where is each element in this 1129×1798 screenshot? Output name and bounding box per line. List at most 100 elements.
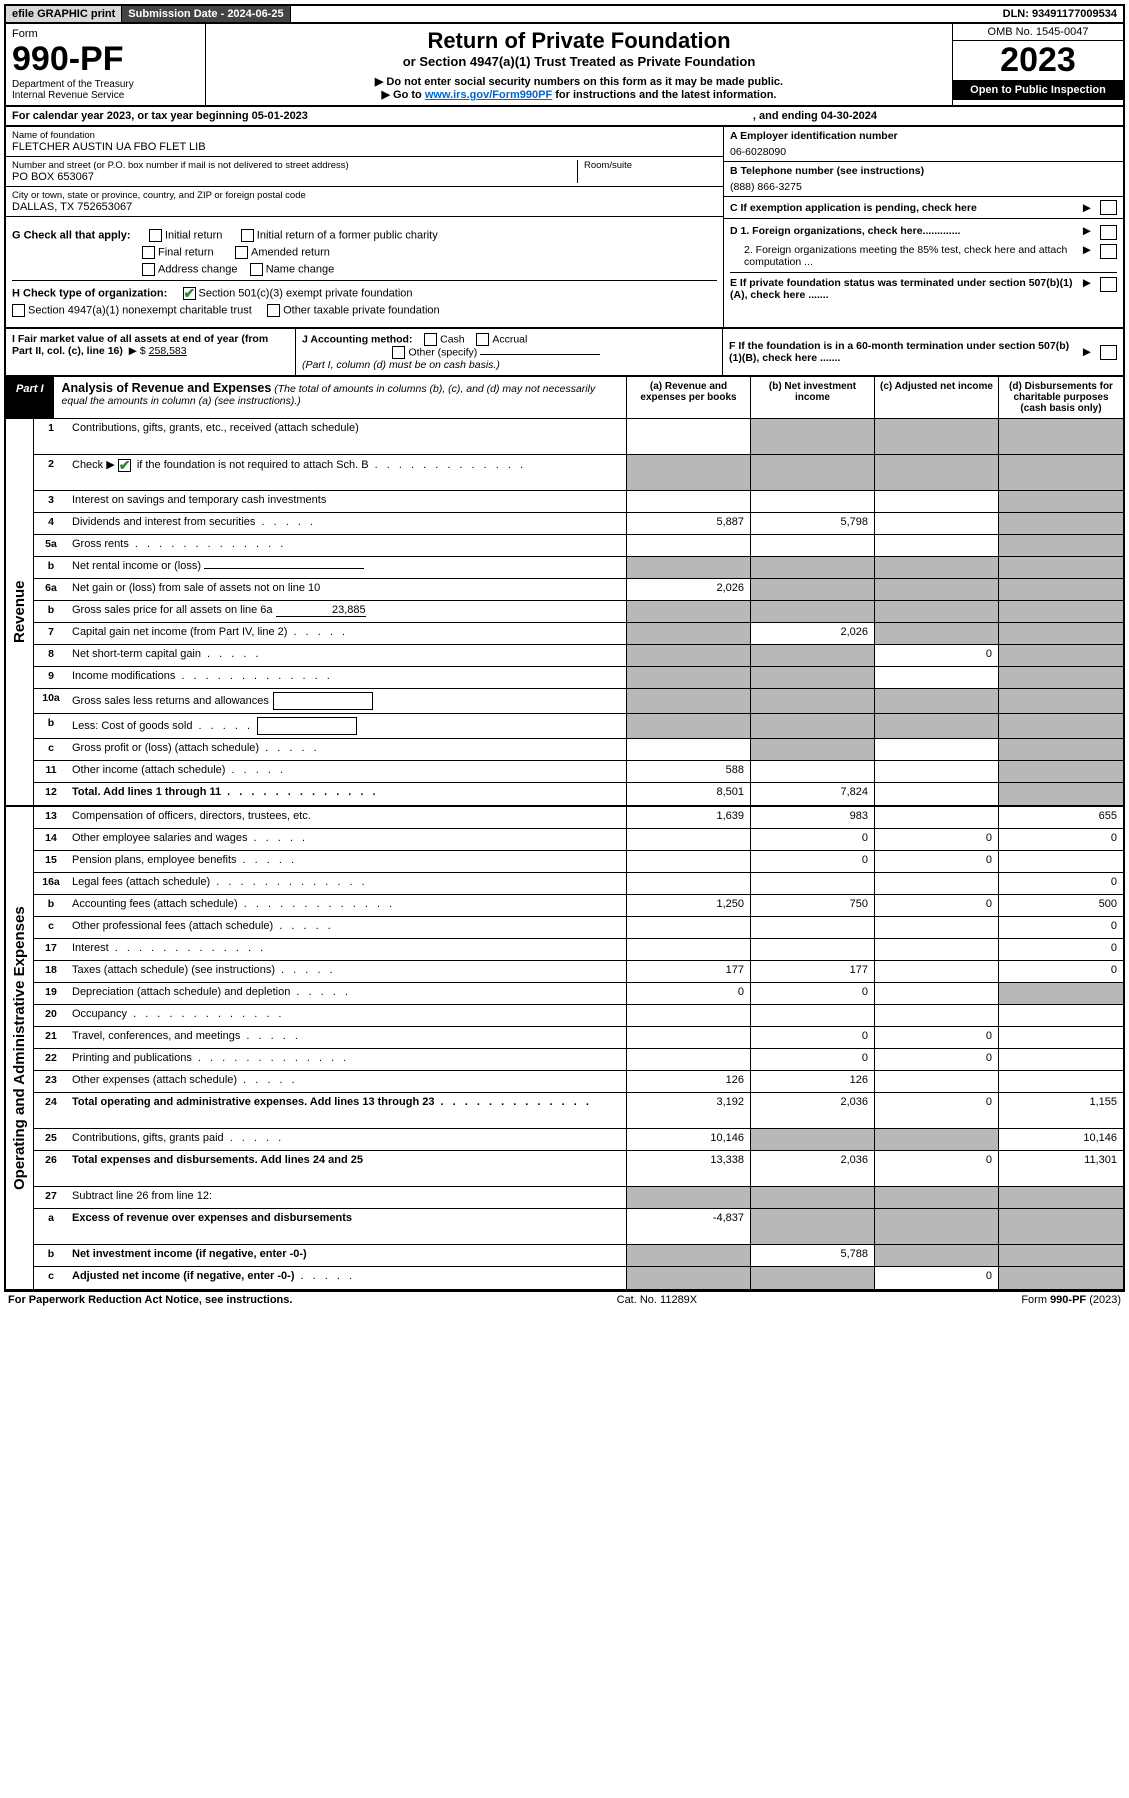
instructions-link[interactable]: www.irs.gov/Form990PF bbox=[425, 89, 552, 101]
warning-1: ▶ Do not enter social security numbers o… bbox=[210, 75, 948, 88]
g-label: G Check all that apply: bbox=[12, 229, 131, 241]
f-cell: F If the foundation is in a 60-month ter… bbox=[723, 329, 1123, 375]
warn2-post: for instructions and the latest informat… bbox=[552, 89, 776, 101]
initial-return-label: Initial return bbox=[165, 229, 222, 241]
dln-label: DLN: 93491177009534 bbox=[997, 6, 1123, 22]
j-cell: J Accounting method: Cash Accrual Other … bbox=[296, 329, 723, 375]
table-row: bLess: Cost of goods sold bbox=[34, 714, 1123, 739]
i-cell: I Fair market value of all assets at end… bbox=[6, 329, 296, 375]
telephone-cell: B Telephone number (see instructions) (8… bbox=[724, 162, 1123, 197]
table-row: 22Printing and publications00 bbox=[34, 1049, 1123, 1071]
accrual-checkbox[interactable] bbox=[476, 333, 489, 346]
cash-label: Cash bbox=[440, 333, 465, 345]
top-bar: efile GRAPHIC print Submission Date - 20… bbox=[4, 4, 1125, 24]
address-change-checkbox[interactable] bbox=[142, 263, 155, 276]
table-row: 8Net short-term capital gain0 bbox=[34, 645, 1123, 667]
arrow-icon: ▶ bbox=[129, 345, 137, 357]
cash-checkbox[interactable] bbox=[424, 333, 437, 346]
other-taxable-checkbox[interactable] bbox=[267, 304, 280, 317]
efile-label: efile GRAPHIC print bbox=[6, 6, 122, 22]
e-row: E If private foundation status was termi… bbox=[730, 272, 1117, 301]
amended-return-checkbox[interactable] bbox=[235, 246, 248, 259]
table-row: 7Capital gain net income (from Part IV, … bbox=[34, 623, 1123, 645]
telephone-label: B Telephone number (see instructions) bbox=[730, 165, 1117, 177]
table-row: 19Depreciation (attach schedule) and dep… bbox=[34, 983, 1123, 1005]
cal-end: , and ending 04-30-2024 bbox=[753, 110, 877, 122]
ein-label: A Employer identification number bbox=[730, 130, 1117, 142]
i-label: I Fair market value of all assets at end… bbox=[12, 333, 268, 357]
other-taxable-label: Other taxable private foundation bbox=[283, 304, 440, 316]
room-label: Room/suite bbox=[584, 160, 717, 171]
table-row: 27Subtract line 26 from line 12: bbox=[34, 1187, 1123, 1209]
table-row: 10aGross sales less returns and allowanc… bbox=[34, 689, 1123, 714]
arrow-icon: ▶ bbox=[1083, 244, 1091, 268]
other-specify-checkbox[interactable] bbox=[392, 346, 405, 359]
part1-header: Part I Analysis of Revenue and Expenses … bbox=[4, 375, 1125, 419]
initial-return-checkbox[interactable] bbox=[149, 229, 162, 242]
h-row: H Check type of organization: Section 50… bbox=[12, 280, 717, 300]
final-return-checkbox[interactable] bbox=[142, 246, 155, 259]
city-label: City or town, state or province, country… bbox=[12, 190, 717, 201]
table-row: 17Interest0 bbox=[34, 939, 1123, 961]
4947-label: Section 4947(a)(1) nonexempt charitable … bbox=[28, 304, 252, 316]
d1-row: D 1. Foreign organizations, check here..… bbox=[730, 225, 1117, 240]
d1-checkbox[interactable] bbox=[1100, 225, 1117, 240]
name-change-checkbox[interactable] bbox=[250, 263, 263, 276]
g-row-2: Final return Amended return bbox=[12, 246, 717, 259]
expenses-side-label: Operating and Administrative Expenses bbox=[6, 807, 34, 1289]
f-checkbox[interactable] bbox=[1100, 345, 1117, 360]
h-label: H Check type of organization: bbox=[12, 287, 167, 299]
table-row: 11Other income (attach schedule)588 bbox=[34, 761, 1123, 783]
dept-label: Department of the Treasury bbox=[12, 79, 199, 90]
header-mid: Return of Private Foundation or Section … bbox=[206, 24, 953, 105]
form-subtitle: or Section 4947(a)(1) Trust Treated as P… bbox=[210, 54, 948, 69]
col-b-header: (b) Net investment income bbox=[751, 377, 875, 418]
arrow-icon: ▶ bbox=[1083, 277, 1091, 301]
open-public-badge: Open to Public Inspection bbox=[953, 80, 1123, 100]
footer-left: For Paperwork Reduction Act Notice, see … bbox=[8, 1294, 292, 1306]
form-word: Form bbox=[12, 28, 199, 40]
final-return-label: Final return bbox=[158, 246, 214, 258]
table-row: 24Total operating and administrative exp… bbox=[34, 1093, 1123, 1129]
col-d-header: (d) Disbursements for charitable purpose… bbox=[999, 377, 1123, 418]
col-c-header: (c) Adjusted net income bbox=[875, 377, 999, 418]
table-row: 26Total expenses and disbursements. Add … bbox=[34, 1151, 1123, 1187]
table-row: 6aNet gain or (loss) from sale of assets… bbox=[34, 579, 1123, 601]
table-row: cGross profit or (loss) (attach schedule… bbox=[34, 739, 1123, 761]
table-row: aExcess of revenue over expenses and dis… bbox=[34, 1209, 1123, 1245]
d2-row: 2. Foreign organizations meeting the 85%… bbox=[730, 244, 1117, 268]
ein-value: 06-6028090 bbox=[730, 146, 1117, 158]
e-checkbox[interactable] bbox=[1100, 277, 1117, 292]
4947-checkbox[interactable] bbox=[12, 304, 25, 317]
d2-checkbox[interactable] bbox=[1100, 244, 1117, 259]
ein-cell: A Employer identification number 06-6028… bbox=[724, 127, 1123, 162]
schb-checkbox[interactable] bbox=[118, 459, 131, 472]
h-row-2: Section 4947(a)(1) nonexempt charitable … bbox=[12, 304, 717, 317]
table-row: 15Pension plans, employee benefits00 bbox=[34, 851, 1123, 873]
table-row: bNet investment income (if negative, ent… bbox=[34, 1245, 1123, 1267]
checks-left: G Check all that apply: Initial return I… bbox=[6, 219, 723, 327]
table-row: 13Compensation of officers, directors, t… bbox=[34, 807, 1123, 829]
table-row: bNet rental income or (loss) bbox=[34, 557, 1123, 579]
omb-number: OMB No. 1545-0047 bbox=[953, 24, 1123, 41]
initial-former-checkbox[interactable] bbox=[241, 229, 254, 242]
table-row: 25Contributions, gifts, grants paid10,14… bbox=[34, 1129, 1123, 1151]
exemption-checkbox[interactable] bbox=[1100, 200, 1117, 215]
i-value: 258,583 bbox=[149, 345, 187, 357]
telephone-value: (888) 866-3275 bbox=[730, 181, 1117, 193]
form-number: 990-PF bbox=[12, 40, 199, 79]
warn2-pre: ▶ Go to bbox=[382, 89, 425, 101]
d1-label: D 1. Foreign organizations, check here..… bbox=[730, 225, 1080, 240]
header-left: Form 990-PF Department of the Treasury I… bbox=[6, 24, 206, 105]
accrual-label: Accrual bbox=[492, 333, 527, 345]
arrow-icon: ▶ bbox=[1083, 202, 1091, 214]
501c3-checkbox[interactable] bbox=[183, 287, 196, 300]
submission-date: Submission Date - 2024-06-25 bbox=[122, 6, 290, 22]
calendar-year-row: For calendar year 2023, or tax year begi… bbox=[4, 107, 1125, 127]
address-change-label: Address change bbox=[158, 263, 238, 275]
identification-block: Name of foundation FLETCHER AUSTIN UA FB… bbox=[4, 127, 1125, 219]
table-row: 1Contributions, gifts, grants, etc., rec… bbox=[34, 419, 1123, 455]
tax-year: 2023 bbox=[953, 41, 1123, 80]
amended-return-label: Amended return bbox=[251, 246, 330, 258]
table-row: 9Income modifications bbox=[34, 667, 1123, 689]
